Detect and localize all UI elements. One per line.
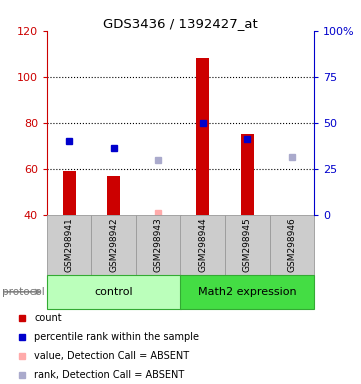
Text: value, Detection Call = ABSENT: value, Detection Call = ABSENT xyxy=(34,351,190,361)
Text: rank, Detection Call = ABSENT: rank, Detection Call = ABSENT xyxy=(34,370,184,380)
Text: control: control xyxy=(95,287,133,297)
Text: GSM298942: GSM298942 xyxy=(109,217,118,272)
Bar xyxy=(180,275,314,309)
Bar xyxy=(240,134,254,215)
Text: GSM298943: GSM298943 xyxy=(154,217,163,272)
Bar xyxy=(270,215,314,275)
Title: GDS3436 / 1392427_at: GDS3436 / 1392427_at xyxy=(103,17,258,30)
Bar xyxy=(62,171,76,215)
Text: protocol: protocol xyxy=(2,287,44,297)
Text: count: count xyxy=(34,313,62,323)
Bar xyxy=(91,215,136,275)
Bar xyxy=(47,215,91,275)
Bar xyxy=(196,58,209,215)
Bar xyxy=(225,215,270,275)
Text: Math2 expression: Math2 expression xyxy=(198,287,297,297)
Bar xyxy=(47,275,180,309)
Bar xyxy=(180,215,225,275)
Text: GSM298946: GSM298946 xyxy=(287,217,296,272)
Bar xyxy=(136,215,180,275)
Text: percentile rank within the sample: percentile rank within the sample xyxy=(34,332,199,342)
Text: GSM298941: GSM298941 xyxy=(65,217,74,272)
Text: GSM298945: GSM298945 xyxy=(243,217,252,272)
Bar xyxy=(107,176,120,215)
Text: GSM298944: GSM298944 xyxy=(198,217,207,272)
